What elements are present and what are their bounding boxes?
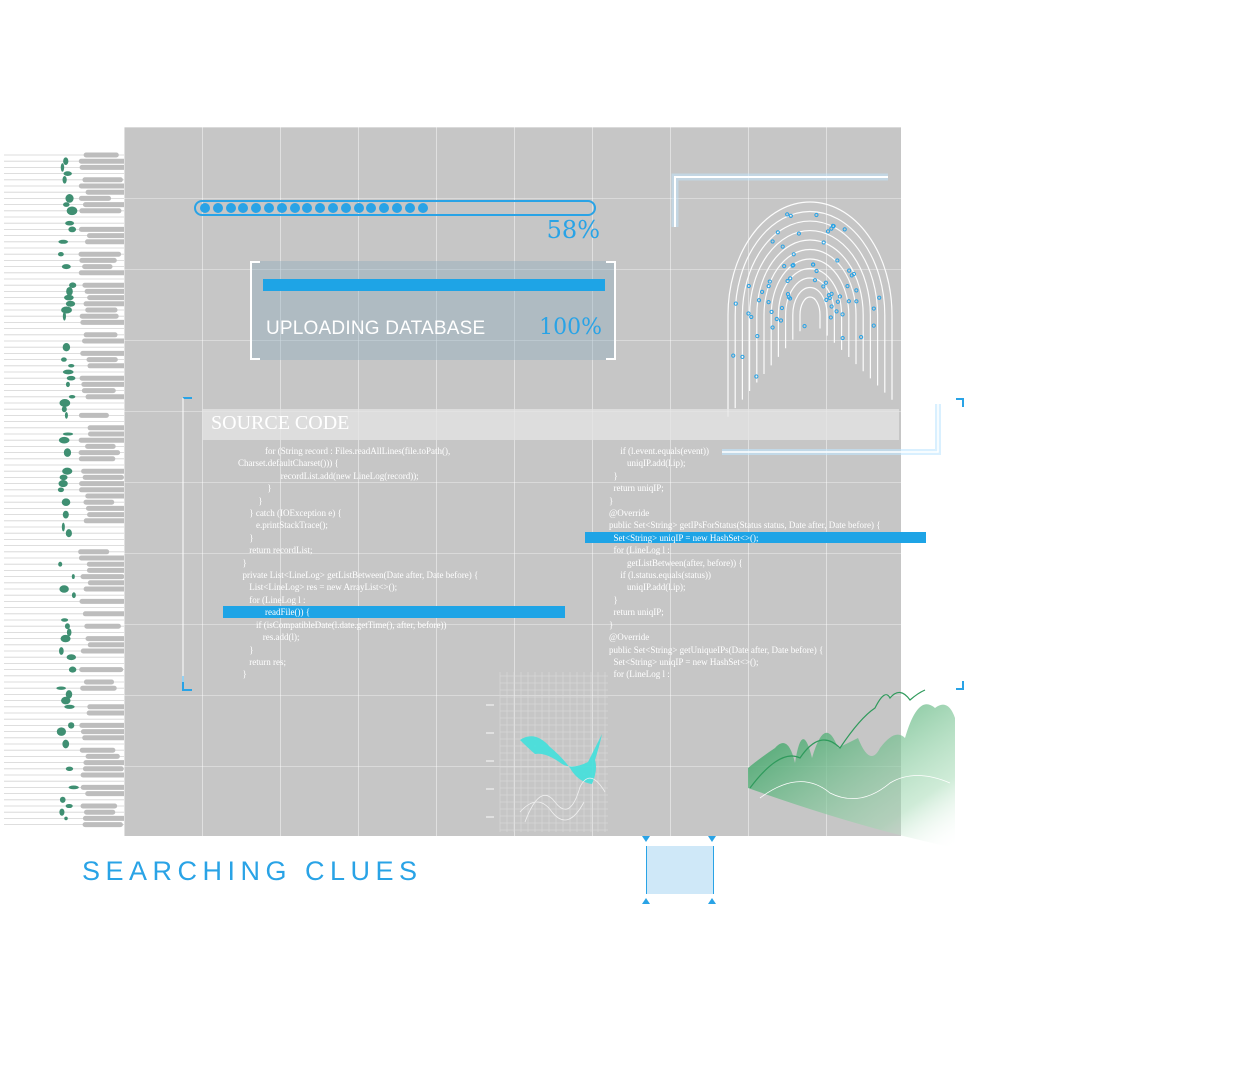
code-line: Set<String> uniqIP = new HashSet<>(); [609, 656, 759, 667]
code-line: List<LineLog> res = new ArrayList<>(); [238, 582, 398, 593]
progress-dot [251, 203, 262, 213]
upload-label: UPLOADING DATABASE [266, 318, 486, 339]
code-line: } [609, 594, 618, 605]
code-line: @Override [609, 508, 650, 519]
searching-clues-label: SEARCHING CLUES [82, 856, 423, 886]
code-line: res.add(l); [238, 632, 300, 643]
code-line: } [238, 557, 247, 568]
code-block-right: if (l.event.equals(event)) uniqIP.add(l.… [609, 445, 881, 681]
progress-dot [366, 203, 377, 213]
code-line: e.printStackTrace(); [238, 520, 328, 531]
code-line: readFile()) { [238, 607, 311, 618]
progress-dot [212, 203, 223, 213]
source-title: SOURCE CODE [211, 412, 350, 434]
code-line: public Set<String> getUniqueIPs(Date aft… [609, 644, 824, 655]
code-line: private List<LineLog> getListBetween(Dat… [238, 570, 479, 581]
code-line: uniqIP.add(l.ip); [609, 458, 686, 469]
upload-right-edge [614, 261, 616, 360]
progress-dot [328, 203, 338, 213]
tracker-box [646, 846, 714, 894]
code-line: if (isCompatibleDate(l.date.getTime(), a… [238, 619, 447, 630]
source-bracket-bottom-left [182, 682, 192, 691]
progress-dot [340, 203, 351, 213]
source-header [202, 409, 899, 440]
code-line: } [238, 532, 254, 543]
code-line: for (LineLog l : [609, 545, 670, 556]
code-line: return res; [238, 656, 286, 667]
code-line: Set<String> uniqIP = new HashSet<>(); [609, 532, 759, 543]
upload-percent: 100% [539, 315, 602, 340]
code-line: } [238, 669, 247, 680]
code-line: @Override [609, 632, 650, 643]
code-line: } [238, 644, 254, 655]
progress-dot [289, 203, 300, 213]
progress-dot [315, 203, 326, 213]
code-highlight-left [223, 606, 565, 618]
code-line: } catch (IOException e) { [238, 508, 342, 519]
progress-dot [379, 203, 390, 213]
progress-track [194, 200, 596, 216]
code-line: } [238, 495, 263, 506]
code-line: for (String record : Files.readAllLines(… [238, 446, 451, 456]
code-line: } [609, 495, 614, 506]
progress-percent: 58% [546, 216, 600, 244]
source-frame-right [722, 398, 964, 690]
progress-dot [417, 203, 428, 213]
code-line: for (LineLog l : [238, 594, 306, 605]
progress-dot [404, 203, 415, 213]
code-highlight-right [585, 532, 926, 543]
progress-dot [200, 203, 210, 213]
progress-dot [276, 203, 287, 213]
code-line: } [238, 483, 272, 494]
progress-dot [392, 203, 402, 213]
progress-dot [302, 203, 313, 213]
tracker-markers [642, 836, 716, 904]
green-wave-graph [748, 689, 955, 848]
upload-progress-bar [263, 279, 605, 291]
upload-box [250, 261, 616, 360]
code-line: if (l.status.equals(status)) [609, 570, 711, 581]
progress-dot [238, 203, 249, 213]
code-line: return uniqIP; [609, 607, 664, 618]
progress-dot [353, 203, 364, 213]
mini-grid-chart [486, 672, 608, 832]
code-line: return uniqIP; [609, 483, 664, 494]
source-bracket-left [182, 397, 192, 691]
code-line: public Set<String> getIPsForStatus(Statu… [609, 520, 881, 531]
code-line: } [609, 619, 614, 630]
fingerprint-frame [671, 173, 888, 227]
code-line: recordList.add(new LineLog(record)); [238, 470, 419, 481]
code-line: Charset.defaultCharset())) { [238, 458, 339, 469]
fingerprint-icon [727, 201, 893, 417]
code-line: getListBetween(after, before)) { [609, 557, 743, 568]
code-line: if (l.event.equals(event)) [609, 446, 709, 456]
code-line: return recordList; [238, 545, 313, 556]
code-line: uniqIP.add(l.ip); [609, 582, 686, 593]
progress-dot [264, 203, 274, 213]
code-block-left: for (String record : Files.readAllLines(… [238, 445, 478, 681]
progress-dot [225, 203, 236, 213]
code-line: for (LineLog l : [609, 669, 670, 680]
upload-left-edge [250, 261, 252, 360]
code-line: } [609, 470, 618, 481]
